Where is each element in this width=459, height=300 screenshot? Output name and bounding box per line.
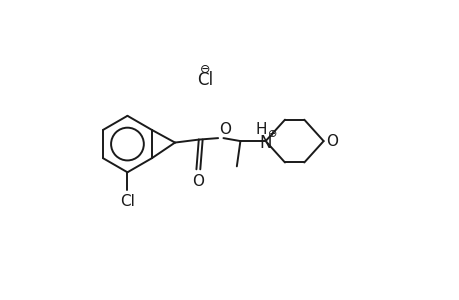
Text: O: O: [192, 174, 204, 189]
Text: Cl: Cl: [120, 194, 134, 209]
Text: Cl: Cl: [196, 71, 213, 89]
Text: O: O: [326, 134, 338, 148]
Text: O: O: [219, 122, 231, 137]
Text: ⊕: ⊕: [268, 129, 277, 139]
Text: N: N: [259, 134, 271, 152]
Text: ⊖: ⊖: [199, 63, 209, 76]
Text: H: H: [255, 122, 266, 137]
